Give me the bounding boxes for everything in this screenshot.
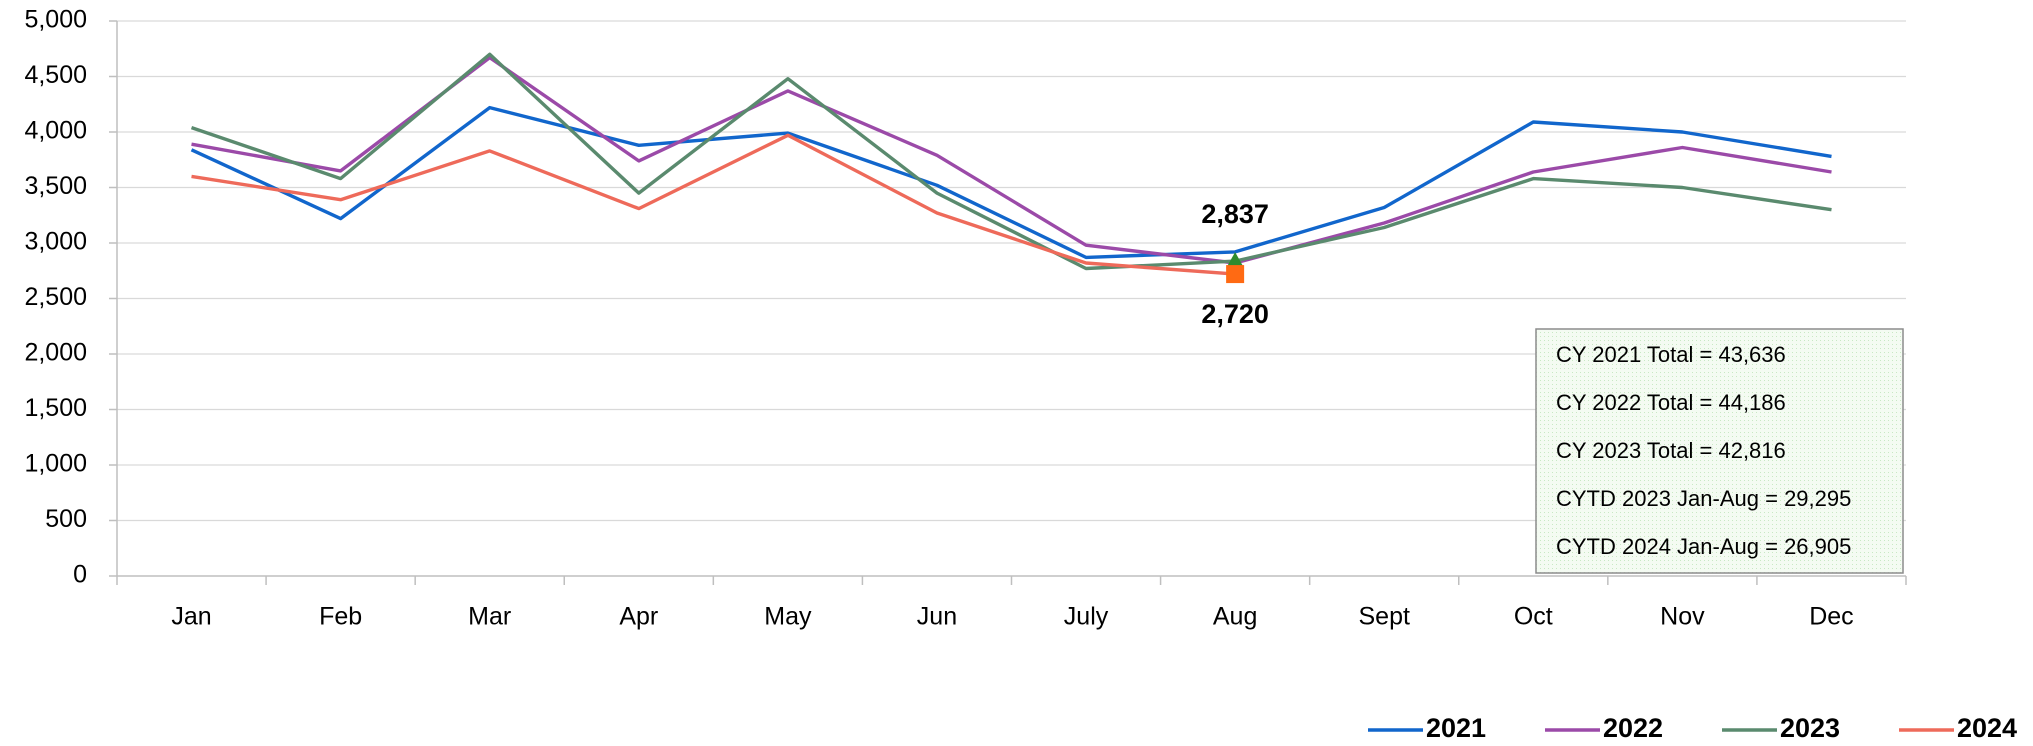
y-tick-label: 1,000 <box>24 450 87 478</box>
y-tick-label: 4,500 <box>24 61 87 89</box>
legend: 2021 2022 2023 2024 <box>1368 713 2017 743</box>
legend-label: 2024 <box>1957 713 2017 743</box>
x-tick-label: Apr <box>619 603 658 631</box>
y-tick-label: 0 <box>73 561 87 589</box>
series-line <box>190 105 1832 260</box>
x-tick-label: Nov <box>1660 603 1705 631</box>
x-tick-label: Sept <box>1358 603 1409 631</box>
x-tick-label: Dec <box>1809 603 1853 631</box>
y-tick-label: 500 <box>45 505 87 533</box>
data-marker <box>1226 265 1245 284</box>
annotation: CYTD 2023 Jan-Aug = 29,295 <box>1556 486 1851 511</box>
y-tick-label: 2,000 <box>24 339 87 367</box>
x-tick-label: Oct <box>1514 603 1553 631</box>
totals-box-frame <box>1535 328 1904 574</box>
annotation: CY 2022 Total = 44,186 <box>1556 390 1786 415</box>
data-label: 2,720 <box>1201 299 1269 329</box>
y-tick-label: 2,500 <box>24 283 87 311</box>
y-tick-label: 4,000 <box>24 117 87 145</box>
series-line <box>190 52 1832 271</box>
legend-label: 2021 <box>1426 713 1486 743</box>
legend-label: 2022 <box>1603 713 1663 743</box>
series-line <box>191 133 1236 276</box>
y-tick-label: 5,000 <box>24 6 87 34</box>
x-tick-label: May <box>764 603 812 631</box>
x-tick-label: July <box>1064 603 1109 631</box>
y-tick-label: 3,000 <box>24 228 87 256</box>
legend-label: 2023 <box>1780 713 1840 743</box>
y-tick-label: 3,500 <box>24 172 87 200</box>
x-tick-label: Aug <box>1213 603 1257 631</box>
x-tick-label: Jan <box>171 603 211 631</box>
data-marker <box>1226 252 1245 269</box>
totals-box: CY 2021 Total = 43,636 CY 2022 Total = 44… <box>1535 328 1904 574</box>
y-tick-label: 1,500 <box>24 394 87 422</box>
plot-area: 2,837 2,720 <box>190 52 1832 329</box>
x-tick-label: Jun <box>917 603 957 631</box>
annotation: CY 2021 Total = 43,636 <box>1556 342 1786 367</box>
data-label: 2,837 <box>1201 199 1269 229</box>
x-tick-label: Mar <box>468 603 511 631</box>
annotation: CY 2023 Total = 42,816 <box>1556 438 1786 463</box>
x-tick-label: Feb <box>319 603 362 631</box>
annotation: CYTD 2024 Jan-Aug = 26,905 <box>1556 534 1851 559</box>
